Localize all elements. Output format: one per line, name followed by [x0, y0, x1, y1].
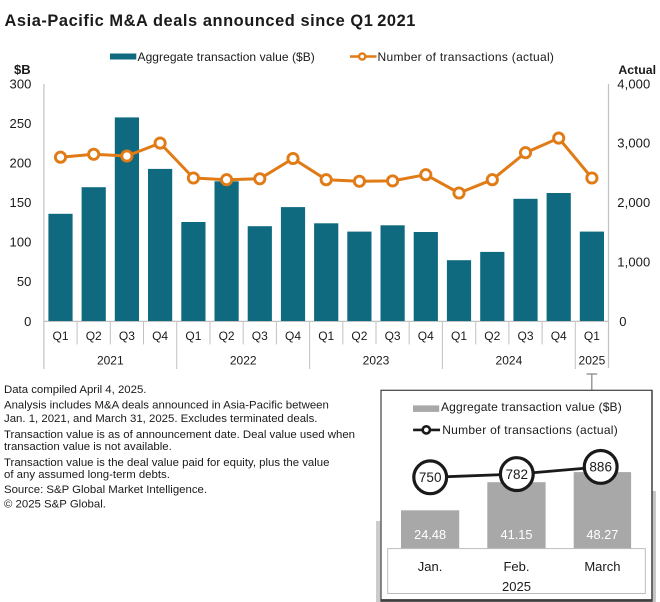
svg-text:Asia-Pacific M&A deals announc: Asia-Pacific M&A deals announced since Q… [5, 12, 417, 30]
svg-text:Transaction value is as of ann: Transaction value is as of announcement … [4, 429, 355, 441]
svg-text:150: 150 [10, 195, 32, 210]
svg-text:Q1: Q1 [584, 329, 600, 343]
svg-text:2022: 2022 [230, 354, 257, 368]
svg-text:2025: 2025 [502, 579, 531, 594]
svg-text:24.48: 24.48 [414, 527, 446, 542]
svg-text:Data compiled April 4, 2025.: Data compiled April 4, 2025. [4, 384, 146, 396]
svg-text:Feb.: Feb. [503, 559, 529, 574]
svg-text:Transaction value is the deal: Transaction value is the deal value paid… [4, 457, 329, 469]
svg-text:Jan. 1, 2021, and March 31, 20: Jan. 1, 2021, and March 31, 2025. Exclud… [4, 413, 317, 425]
svg-text:Aggregate transaction value ($: Aggregate transaction value ($B) [441, 400, 622, 414]
svg-text:Q2: Q2 [484, 329, 500, 343]
svg-text:50: 50 [17, 274, 32, 289]
svg-text:2023: 2023 [363, 354, 390, 368]
svg-text:4,000: 4,000 [617, 76, 650, 91]
svg-text:0: 0 [24, 314, 31, 329]
svg-text:Q3: Q3 [385, 329, 401, 343]
svg-text:Q1: Q1 [185, 329, 201, 343]
svg-text:Q4: Q4 [551, 329, 567, 343]
svg-text:Number of transactions (actual: Number of transactions (actual) [442, 423, 618, 437]
svg-text:Q1: Q1 [318, 329, 334, 343]
svg-text:transaction value is not avail: transaction value is not available. [4, 441, 172, 453]
svg-text:Q4: Q4 [418, 329, 434, 343]
svg-text:Actual: Actual [618, 63, 656, 77]
svg-text:Aggregate transaction value ($: Aggregate transaction value ($B) [138, 50, 315, 64]
svg-text:Q1: Q1 [451, 329, 467, 343]
svg-text:48.27: 48.27 [586, 527, 618, 542]
svg-text:Q4: Q4 [152, 329, 168, 343]
svg-text:Q3: Q3 [252, 329, 268, 343]
svg-text:886: 886 [589, 460, 612, 475]
svg-text:Q3: Q3 [119, 329, 135, 343]
svg-text:Q3: Q3 [517, 329, 533, 343]
svg-text:Number of transactions (actual: Number of transactions (actual) [378, 50, 555, 64]
svg-text:782: 782 [506, 467, 529, 482]
svg-text:1,000: 1,000 [617, 254, 650, 269]
svg-text:Analysis includes M&A deals an: Analysis includes M&A deals announced in… [4, 400, 329, 412]
svg-text:Q2: Q2 [219, 329, 235, 343]
svg-text:Q2: Q2 [86, 329, 102, 343]
svg-text:2,000: 2,000 [617, 195, 650, 210]
svg-text:© 2025 S&P Global.: © 2025 S&P Global. [4, 499, 106, 511]
svg-text:100: 100 [10, 235, 32, 250]
svg-text:300: 300 [10, 76, 32, 91]
svg-text:0: 0 [619, 314, 626, 329]
svg-text:$B: $B [14, 62, 31, 77]
svg-text:250: 250 [10, 116, 32, 131]
svg-text:Jan.: Jan. [418, 559, 443, 574]
svg-text:200: 200 [10, 156, 32, 171]
svg-text:Q2: Q2 [351, 329, 367, 343]
svg-text:41.15: 41.15 [500, 527, 532, 542]
svg-text:750: 750 [419, 470, 442, 485]
svg-text:2021: 2021 [97, 354, 124, 368]
svg-text:March: March [584, 559, 620, 574]
svg-text:of any assumed long-term debts: of any assumed long-term debts. [4, 469, 170, 481]
svg-text:2025: 2025 [579, 354, 606, 368]
svg-text:Q4: Q4 [285, 329, 301, 343]
svg-text:3,000: 3,000 [617, 136, 650, 151]
svg-text:2024: 2024 [496, 354, 523, 368]
svg-text:Source: S&P Global Market Inte: Source: S&P Global Market Intelligence. [4, 484, 207, 496]
svg-text:Q1: Q1 [52, 329, 68, 343]
